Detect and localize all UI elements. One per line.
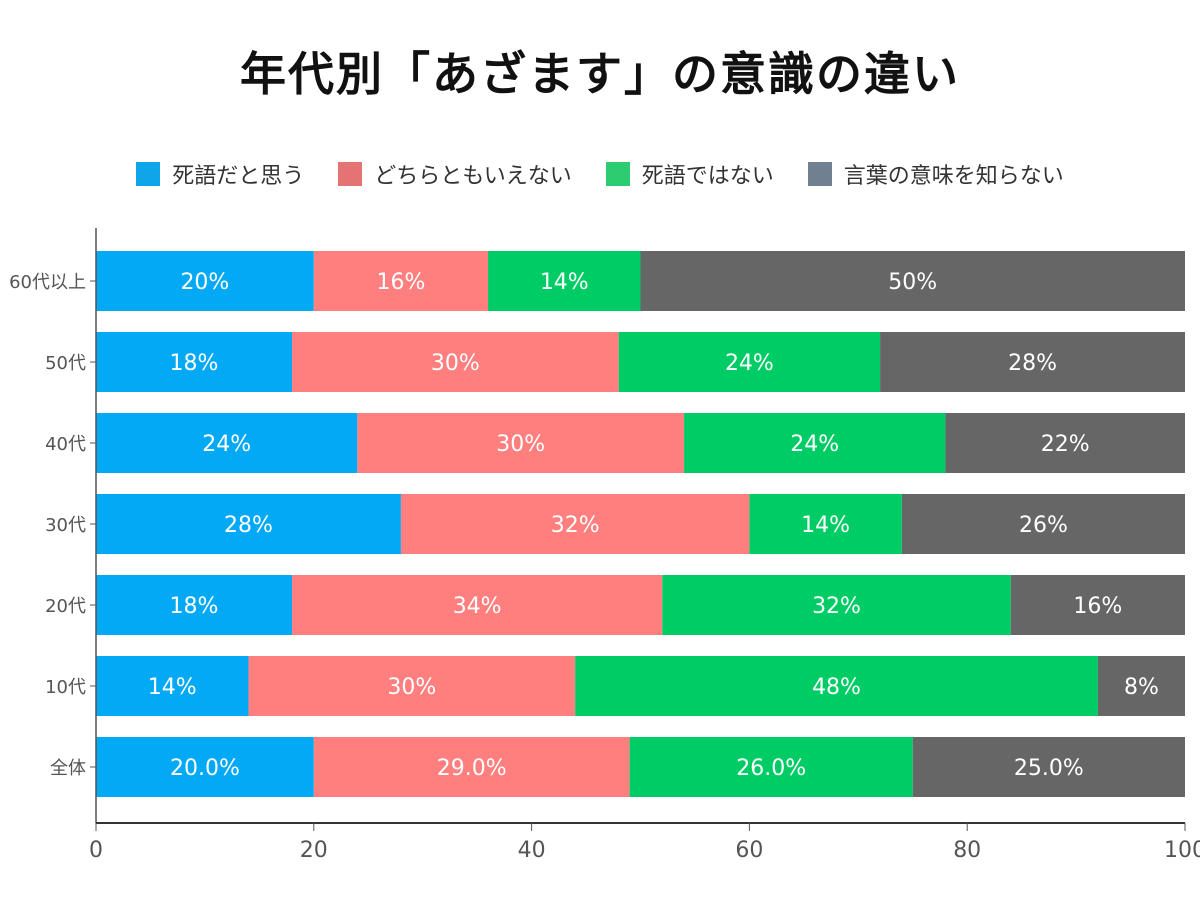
legend-swatch: [605, 162, 630, 186]
legend-swatch: [338, 162, 363, 186]
data-label: 30%: [496, 432, 545, 457]
y-tick-label: 20代: [45, 596, 86, 617]
legend-item[interactable]: 死語だと思う: [136, 158, 304, 190]
bar-segment: [640, 251, 1185, 311]
bar-segment: [96, 413, 358, 473]
data-label: 25.0%: [1014, 756, 1084, 781]
data-label: 16%: [1073, 594, 1122, 619]
y-tick-label: 50代: [45, 353, 86, 374]
y-tick-label: 10代: [45, 677, 86, 698]
bar-segment: [629, 737, 913, 797]
data-label: 24%: [790, 432, 839, 457]
bar-segment: [749, 494, 902, 554]
bar-segment: [684, 413, 946, 473]
bar-segment: [313, 251, 489, 311]
legend: 死語だと思う どちらともいえない 死語ではない 言葉の意味を知らない: [0, 158, 1200, 190]
data-label: 29.0%: [437, 756, 507, 781]
legend-label: 言葉の意味を知らない: [843, 164, 1064, 189]
data-label: 14%: [148, 675, 197, 700]
data-label: 34%: [453, 594, 502, 619]
data-label: 20%: [180, 270, 229, 295]
bar-segment: [912, 737, 1185, 797]
bar-segment: [313, 737, 630, 797]
data-label: 14%: [540, 270, 589, 295]
chart-title: 年代別「あざます」の意識の違い: [240, 47, 960, 101]
legend-label: 死語ではない: [641, 164, 774, 189]
legend-swatch: [136, 162, 161, 186]
bar-segment: [880, 332, 1185, 392]
bar-segment: [618, 332, 881, 392]
legend-item[interactable]: どちらともいえない: [338, 158, 572, 190]
y-tick-label: 全体: [50, 758, 86, 779]
x-tick-label: 80: [953, 838, 981, 863]
data-label: 14%: [801, 513, 850, 538]
bar-segment: [945, 413, 1185, 473]
x-tick-label: 40: [518, 838, 546, 863]
data-label: 50%: [888, 270, 937, 295]
bar-segment: [901, 494, 1185, 554]
bar-segment: [292, 332, 619, 392]
bar-segment: [248, 656, 576, 716]
bar-segment: [400, 494, 750, 554]
bar-segment: [488, 251, 641, 311]
x-tick-label: 0: [89, 838, 103, 863]
bar-segment: [292, 575, 663, 635]
data-label: 24%: [725, 351, 774, 376]
bar-segment: [96, 251, 314, 311]
data-label: 32%: [551, 513, 600, 538]
bar-segment: [1097, 656, 1185, 716]
x-tick-label: 60: [735, 838, 763, 863]
data-label: 28%: [1008, 351, 1057, 376]
y-tick-label: 60代以上: [9, 272, 86, 293]
bar-segment: [96, 494, 401, 554]
data-label: 30%: [431, 351, 480, 376]
data-label: 30%: [387, 675, 436, 700]
x-tick-label: 20: [300, 838, 328, 863]
bar-segment: [357, 413, 685, 473]
data-label: 28%: [224, 513, 273, 538]
data-label: 22%: [1041, 432, 1090, 457]
data-label: 24%: [202, 432, 251, 457]
data-label: 16%: [376, 270, 425, 295]
legend-label: どちらともいえない: [374, 164, 572, 189]
y-tick-label: 30代: [45, 515, 86, 536]
data-label: 20.0%: [170, 756, 240, 781]
legend-label: 死語だと思う: [172, 164, 305, 189]
data-label: 26%: [1019, 513, 1068, 538]
x-tick-label: 100: [1164, 838, 1200, 863]
legend-item[interactable]: 死語ではない: [605, 158, 774, 190]
data-label: 32%: [812, 594, 861, 619]
data-label: 26.0%: [736, 756, 806, 781]
legend-item[interactable]: 言葉の意味を知らない: [807, 158, 1064, 190]
bar-segment: [662, 575, 1011, 635]
legend-swatch: [807, 162, 832, 186]
data-label: 48%: [812, 675, 861, 700]
bar-segment: [1010, 575, 1185, 635]
data-label: 18%: [170, 351, 219, 376]
bar-segment: [575, 656, 1098, 716]
data-label: 18%: [170, 594, 219, 619]
bar-segment: [96, 656, 249, 716]
bar-segment: [96, 575, 293, 635]
data-label: 8%: [1124, 675, 1159, 700]
bar-segment: [96, 332, 293, 392]
bar-segment: [96, 737, 314, 797]
y-tick-label: 40代: [45, 434, 86, 455]
